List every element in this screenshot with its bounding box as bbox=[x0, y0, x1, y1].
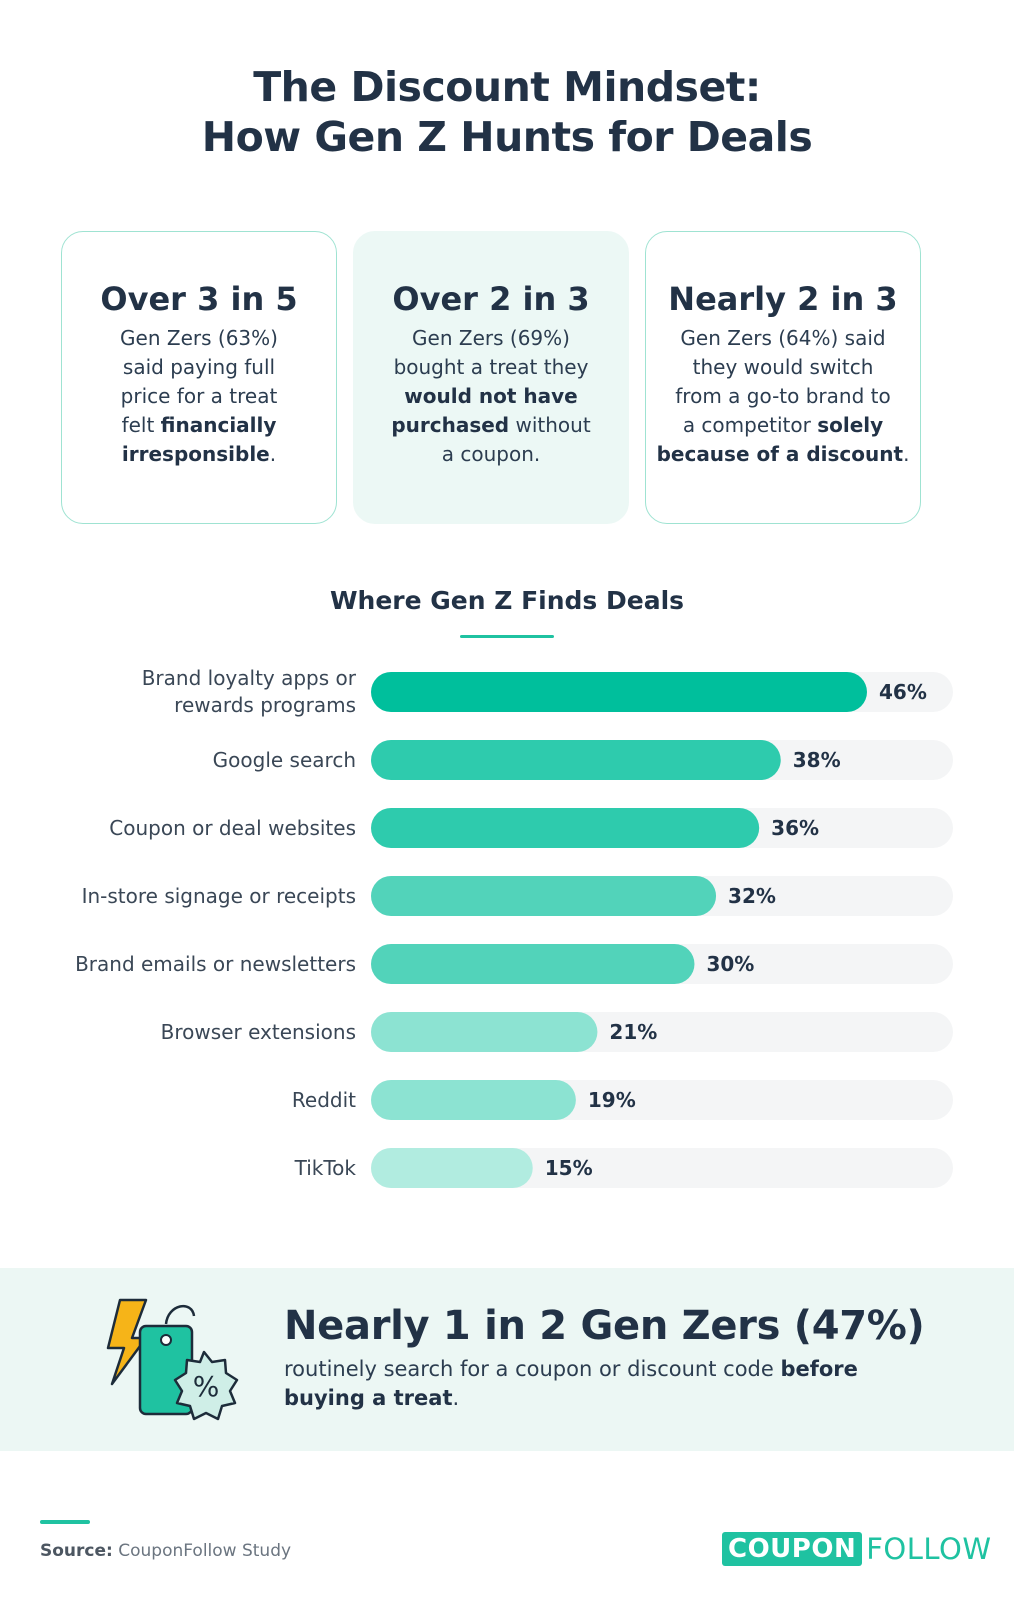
bar-value-label: 46% bbox=[879, 680, 927, 704]
chart-title-underline bbox=[460, 635, 554, 638]
category-label: TikTok bbox=[294, 1156, 357, 1180]
stat-card-text: a competitor solely bbox=[646, 411, 920, 440]
stat-card-text: because of a discount. bbox=[646, 440, 920, 469]
title-line-2: How Gen Z Hunts for Deals bbox=[201, 113, 813, 161]
bar-value-label: 19% bbox=[588, 1088, 636, 1112]
couponfollow-logo: COUPON FOLLOW bbox=[722, 1531, 992, 1567]
banner-text: . bbox=[452, 1386, 460, 1410]
stat-card-text: they would switch bbox=[692, 355, 874, 379]
stat-card-text: bought a treat they bbox=[393, 355, 589, 379]
stat-card-text: Gen Zers (69%) bbox=[412, 326, 570, 350]
stat-card-text: felt financially bbox=[62, 411, 336, 440]
discount-tag-icon: % bbox=[106, 1298, 239, 1421]
banner-text: buying a treat. bbox=[284, 1384, 858, 1413]
category-label: rewards programs bbox=[174, 693, 356, 717]
stat-card-emphasis: would not have bbox=[404, 384, 578, 408]
stat-card-text: purchased without bbox=[354, 411, 628, 440]
stat-card-text: irresponsible. bbox=[62, 440, 336, 469]
stat-card-body: Gen Zers (63%) said paying full price fo… bbox=[62, 324, 336, 469]
category-label: Brand loyalty apps or bbox=[142, 666, 357, 690]
logo-text: FOLLOW bbox=[866, 1532, 992, 1566]
footer-rule bbox=[40, 1520, 90, 1524]
source-text: CouponFollow Study bbox=[112, 1541, 292, 1561]
stat-card-emphasis: solely bbox=[817, 413, 884, 437]
stat-card-body: Gen Zers (69%) bought a treat they would… bbox=[354, 324, 628, 469]
bar bbox=[371, 1012, 598, 1052]
stat-card-text: . bbox=[903, 442, 910, 466]
page-title: The Discount Mindset: How Gen Z Hunts fo… bbox=[0, 62, 1014, 162]
source-note: Source: CouponFollow Study bbox=[40, 1541, 291, 1561]
stat-card-text: would not have bbox=[354, 382, 628, 411]
stat-card-text: a coupon. bbox=[441, 442, 541, 466]
banner-emphasis: before bbox=[780, 1357, 858, 1381]
stat-card-text: price for a treat bbox=[120, 384, 278, 408]
bar-value-label: 32% bbox=[728, 884, 776, 908]
stat-card-headline: Over 3 in 5 bbox=[100, 280, 298, 318]
bar-value-label: 36% bbox=[771, 816, 819, 840]
bar-value-label: 15% bbox=[545, 1156, 593, 1180]
stat-card-text: said paying full bbox=[122, 355, 276, 379]
banner-text: routinely search for a coupon or discoun… bbox=[284, 1357, 781, 1381]
bar bbox=[371, 944, 695, 984]
banner-emphasis: buying a treat bbox=[284, 1386, 453, 1410]
stat-card-emphasis: because of a discount bbox=[656, 442, 904, 466]
source-label: Source: bbox=[40, 1541, 113, 1561]
bar bbox=[371, 740, 781, 780]
stat-card-text: . bbox=[269, 442, 277, 466]
stat-card-text: felt bbox=[121, 413, 161, 437]
stat-card-text: Gen Zers (63%) bbox=[120, 326, 278, 350]
stat-card-text: Gen Zers (64%) said bbox=[680, 326, 886, 350]
stat-card-emphasis: irresponsible bbox=[121, 442, 270, 466]
stat-card-headline: Over 2 in 3 bbox=[392, 280, 590, 318]
stat-card-body: Gen Zers (64%) said they would switch fr… bbox=[646, 324, 920, 469]
category-label: In-store signage or receipts bbox=[82, 884, 356, 908]
banner-headline: Nearly 1 in 2 Gen Zers (47%) bbox=[284, 1303, 925, 1349]
stat-card-brand-switch: Nearly 2 in 3 Gen Zers (64%) said they w… bbox=[645, 231, 921, 524]
stat-card-emphasis: purchased bbox=[391, 413, 510, 437]
category-label: Reddit bbox=[292, 1088, 356, 1112]
stat-card-coupon-purchase: Over 2 in 3 Gen Zers (69%) bought a trea… bbox=[353, 231, 629, 524]
banner-text: routinely search for a coupon or discoun… bbox=[284, 1355, 858, 1384]
title-line-1: The Discount Mindset: bbox=[253, 63, 761, 111]
stat-card-emphasis: financially bbox=[160, 413, 277, 437]
bar bbox=[371, 876, 717, 916]
banner-body: routinely search for a coupon or discoun… bbox=[284, 1355, 858, 1413]
stat-card-text: a competitor bbox=[682, 413, 818, 437]
bar bbox=[371, 672, 867, 712]
chart-title: Where Gen Z Finds Deals bbox=[329, 586, 685, 615]
stat-card-text: from a go-to brand to bbox=[675, 384, 891, 408]
svg-text:%: % bbox=[193, 1370, 220, 1403]
logo-box-text: COUPON bbox=[722, 1532, 863, 1566]
bar-value-label: 30% bbox=[706, 952, 754, 976]
bar-value-label: 21% bbox=[609, 1020, 657, 1044]
bar-value-label: 38% bbox=[793, 748, 841, 772]
bar bbox=[371, 1080, 576, 1120]
bar bbox=[371, 1148, 533, 1188]
stat-card-text: without bbox=[509, 413, 591, 437]
category-label: Browser extensions bbox=[161, 1020, 356, 1044]
stat-card-headline: Nearly 2 in 3 bbox=[668, 280, 898, 318]
bar bbox=[371, 808, 760, 848]
category-label: Google search bbox=[213, 748, 356, 772]
category-label: Brand emails or newsletters bbox=[75, 952, 356, 976]
stat-card-financially-irresponsible: Over 3 in 5 Gen Zers (63%) said paying f… bbox=[61, 231, 337, 524]
category-label: Coupon or deal websites bbox=[109, 816, 356, 840]
